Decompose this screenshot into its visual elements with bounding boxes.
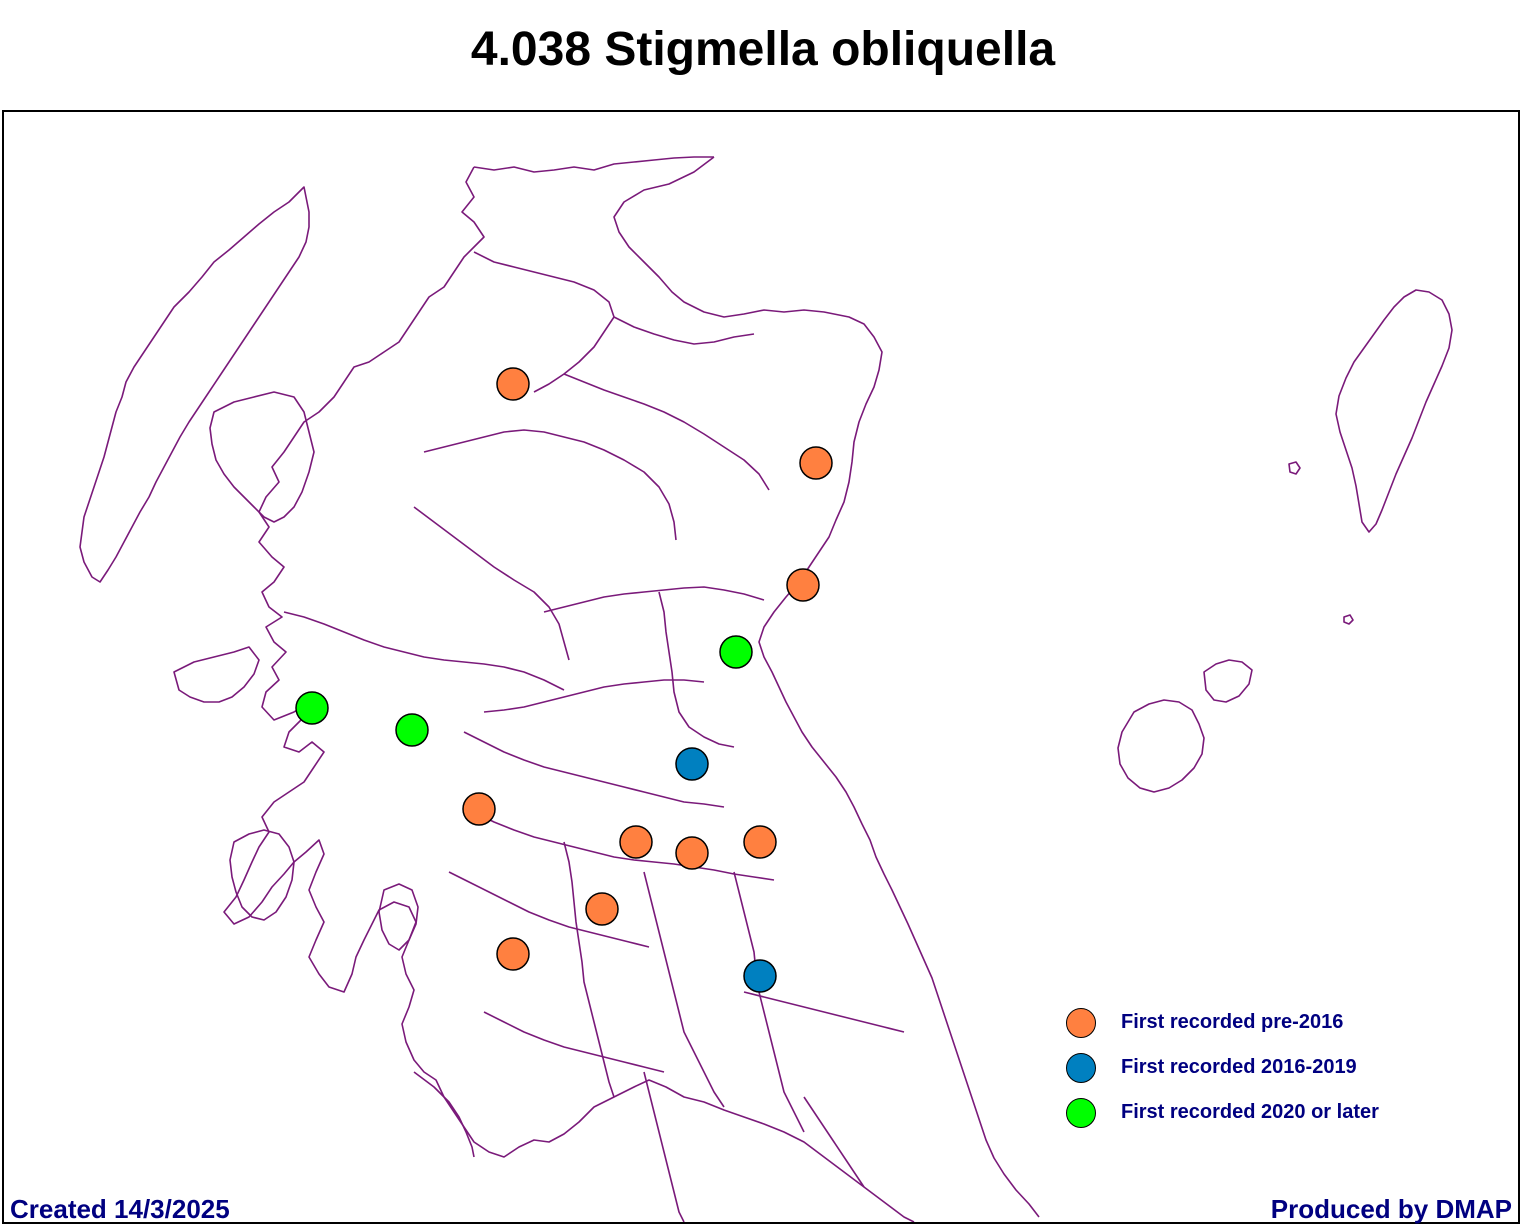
vc-boundary-9 — [658, 591, 735, 748]
vc-boundary-4 — [423, 429, 677, 541]
record-dot-pre2016 — [743, 825, 777, 859]
vice-county-boundaries — [79, 156, 1453, 1222]
legend-item-2016-2019: First recorded 2016-2019 — [1066, 1045, 1379, 1090]
fair-isle — [1288, 461, 1301, 475]
legend-swatch-2016-2019 — [1066, 1052, 1096, 1083]
shetland — [1335, 289, 1453, 533]
vc-boundary-5 — [413, 506, 570, 661]
producer-credit: Produced by DMAP — [1270, 1194, 1512, 1224]
map-frame: First recorded pre-2016 First recorded 2… — [2, 110, 1520, 1224]
mainland-coastline — [223, 166, 915, 1222]
vc-boundary-14 — [643, 871, 725, 1108]
arran — [378, 883, 419, 951]
vc-boundary-16 — [483, 1011, 665, 1073]
vc-boundary-8 — [483, 679, 705, 713]
record-dot-pre2016 — [675, 836, 709, 870]
outer-hebrides — [79, 186, 310, 583]
legend-swatch-2020-later — [1066, 1097, 1096, 1128]
record-dot-pre2016 — [619, 825, 653, 859]
legend-label-2020-later: First recorded 2020 or later — [1121, 1101, 1379, 1123]
map-title: 4.038 Stigmella obliquella — [470, 23, 1056, 76]
orkney-north — [1203, 659, 1253, 703]
east-coastline — [613, 156, 1040, 1218]
legend-label-pre2016: First recorded pre-2016 — [1121, 1011, 1344, 1033]
legend: First recorded pre-2016 First recorded 2… — [1066, 1000, 1379, 1135]
islay-jura — [229, 829, 295, 921]
vc-boundary-18 — [803, 1096, 865, 1188]
orkney — [1117, 699, 1205, 793]
north-coast — [473, 156, 714, 173]
vc-boundary-20 — [413, 1071, 475, 1158]
legend-item-pre2016: First recorded pre-2016 — [1066, 1000, 1379, 1045]
record-dot-y2020_later — [719, 635, 753, 669]
record-dot-y2016_2019 — [743, 959, 777, 993]
record-dot-y2016_2019 — [675, 747, 709, 781]
records-layer — [295, 367, 833, 993]
vc-boundary-10 — [463, 731, 725, 808]
vc-boundary-12 — [448, 871, 650, 948]
vc-boundary-2 — [613, 316, 755, 345]
vc-boundary-6 — [283, 611, 565, 691]
vc-boundary-13 — [563, 841, 615, 1098]
record-dot-pre2016 — [462, 792, 496, 826]
record-dot-pre2016 — [799, 446, 833, 480]
vc-boundary-1 — [473, 251, 615, 393]
record-dot-y2020_later — [395, 713, 429, 747]
legend-label-2016-2019: First recorded 2016-2019 — [1121, 1056, 1357, 1078]
vc-boundary-17 — [743, 991, 905, 1033]
vc-boundary-15 — [733, 871, 805, 1133]
record-dot-pre2016 — [496, 367, 530, 401]
legend-swatch-pre2016 — [1066, 1007, 1096, 1038]
foula — [1343, 614, 1354, 625]
record-dot-pre2016 — [585, 892, 619, 926]
created-date: Created 14/3/2025 — [10, 1194, 230, 1224]
vc-boundary-19 — [643, 1071, 685, 1222]
mull — [173, 646, 260, 703]
record-dot-pre2016 — [786, 568, 820, 602]
legend-item-2020-later: First recorded 2020 or later — [1066, 1090, 1379, 1135]
scotland-map — [79, 156, 1453, 1222]
record-dot-y2020_later — [295, 691, 329, 725]
vc-boundary-11 — [473, 811, 775, 881]
vc-boundary-3 — [563, 373, 770, 491]
record-dot-pre2016 — [496, 937, 530, 971]
vc-boundary-7 — [543, 586, 765, 613]
skye — [209, 391, 315, 523]
